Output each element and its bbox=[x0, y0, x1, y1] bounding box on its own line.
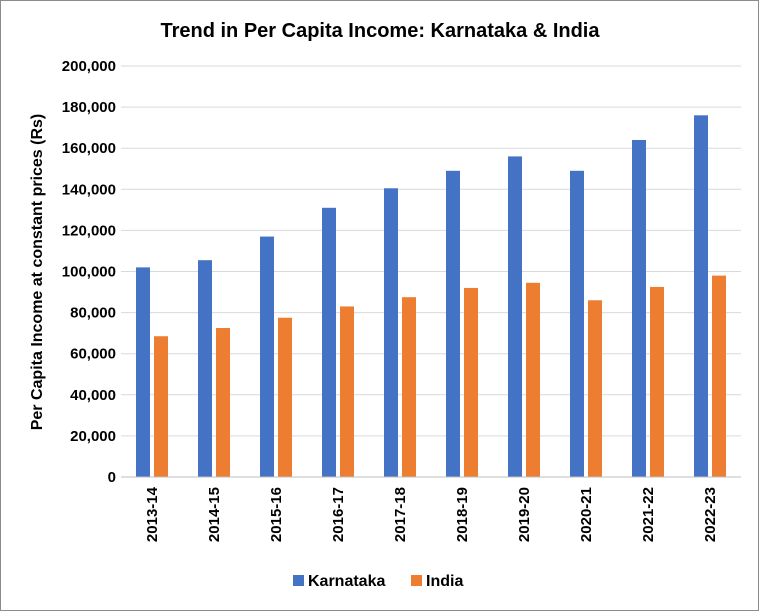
bar-karnataka-2013-14 bbox=[136, 267, 150, 477]
y-tick-label: 100,000 bbox=[62, 264, 116, 281]
bar-karnataka-2019-20 bbox=[508, 156, 522, 478]
chart-title: Trend in Per Capita Income: Karnataka & … bbox=[160, 20, 600, 42]
bar-karnataka-2017-18 bbox=[384, 188, 398, 477]
legend-swatch-karnataka bbox=[293, 575, 304, 586]
legend-label-karnataka: Karnataka bbox=[308, 573, 385, 590]
x-tick-label: 2018-19 bbox=[454, 487, 471, 542]
x-tick-label: 2021-22 bbox=[640, 487, 657, 542]
y-axis-ticks: 0 20,000 40,000 60,000 80,000 100,000 120,000 1… bbox=[62, 58, 116, 486]
bars bbox=[136, 115, 726, 478]
bar-karnataka-2020-21 bbox=[570, 170, 584, 477]
y-tick-label: 140,000 bbox=[62, 181, 116, 198]
y-axis-label: Per Capita Income at constant prices (Rs… bbox=[29, 114, 46, 431]
y-tick-label: 20,000 bbox=[70, 428, 116, 445]
y-tick-label: 120,000 bbox=[62, 222, 116, 239]
y-tick-label: 80,000 bbox=[70, 305, 116, 322]
bar-karnataka-2015-16 bbox=[260, 236, 274, 477]
x-tick-label: 2020-21 bbox=[578, 487, 595, 542]
bar-india-2020-21 bbox=[588, 300, 602, 477]
y-tick-label: 60,000 bbox=[70, 346, 116, 363]
bar-india-2016-17 bbox=[340, 306, 354, 477]
bar-karnataka-2022-23 bbox=[694, 115, 708, 477]
bar-india-2018-19 bbox=[464, 287, 478, 477]
legend-item-karnataka: Karnataka bbox=[293, 573, 385, 590]
bar-india-2021-22 bbox=[650, 286, 664, 477]
legend-label-india: India bbox=[426, 573, 463, 590]
legend: Karnataka India bbox=[293, 573, 463, 590]
y-tick-label: 0 bbox=[108, 469, 116, 486]
bar-india-2015-16 bbox=[278, 317, 292, 477]
x-tick-label: 2017-18 bbox=[392, 487, 409, 542]
legend-swatch-india bbox=[411, 575, 422, 586]
bar-india-2017-18 bbox=[402, 297, 416, 477]
bar-karnataka-2018-19 bbox=[446, 170, 460, 477]
y-tick-label: 180,000 bbox=[62, 99, 116, 116]
bar-india-2019-20 bbox=[526, 282, 540, 477]
x-tick-label: 2013-14 bbox=[144, 486, 161, 542]
y-tick-label: 200,000 bbox=[62, 58, 116, 75]
bar-karnataka-2016-17 bbox=[322, 207, 336, 478]
y-tick-label: 160,000 bbox=[62, 140, 116, 157]
bar-india-2013-14 bbox=[154, 336, 168, 477]
y-tick-label: 40,000 bbox=[70, 387, 116, 404]
bar-india-2022-23 bbox=[712, 275, 726, 477]
legend-item-india: India bbox=[411, 573, 463, 590]
x-tick-label: 2014-15 bbox=[206, 487, 223, 542]
x-axis-ticks: 2013-14 2014-15 2015-16 2016-17 2017-18 2018-… bbox=[144, 486, 719, 542]
bar-karnataka-2014-15 bbox=[198, 260, 212, 477]
gridlines bbox=[121, 65, 741, 437]
x-tick-label: 2022-23 bbox=[702, 487, 719, 542]
bar-karnataka-2021-22 bbox=[632, 139, 646, 478]
bar-india-2014-15 bbox=[216, 328, 230, 477]
x-tick-label: 2015-16 bbox=[268, 487, 285, 542]
x-tick-label: 2016-17 bbox=[330, 487, 347, 542]
x-tick-label: 2019-20 bbox=[516, 487, 533, 542]
